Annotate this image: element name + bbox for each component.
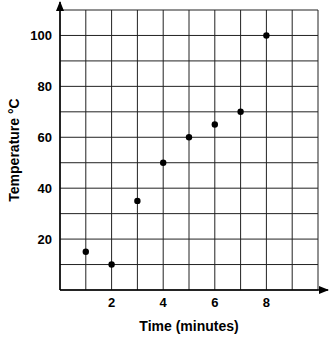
y-tick-label: 80 — [38, 79, 52, 94]
y-tick-label: 40 — [38, 181, 52, 196]
grid-line-x — [163, 10, 164, 290]
x-axis-arrow — [319, 286, 329, 294]
grid-line-y — [60, 213, 318, 214]
grid-line-x — [137, 10, 138, 290]
grid-line-y — [60, 60, 318, 61]
point — [160, 160, 166, 166]
y-tick-label: 20 — [38, 232, 52, 247]
grid-line-x — [240, 10, 241, 290]
chart-container: 2 4 6 8 20 40 60 80 100 Time (minutes) Temperature… — [0, 0, 333, 338]
grid-line-y — [60, 239, 318, 240]
y-axis-arrow — [56, 1, 64, 11]
point — [83, 249, 89, 255]
grid-line-x — [292, 10, 293, 290]
grid-line-y — [60, 188, 318, 189]
x-tick-label: 6 — [211, 295, 218, 310]
grid-line-y — [60, 10, 318, 11]
grid-line-x — [266, 10, 267, 290]
point — [134, 198, 140, 204]
grid-line-x — [214, 10, 215, 290]
x-tick-label: 8 — [263, 295, 270, 310]
x-tick-label: 2 — [108, 295, 115, 310]
grid-line-y — [60, 264, 318, 265]
y-tick-label: 60 — [38, 130, 52, 145]
x-axis — [60, 289, 328, 291]
grid-line-y — [60, 111, 318, 112]
chart-svg: 2 4 6 8 20 40 60 80 100 Time (minutes) Temperature… — [0, 0, 333, 338]
grid-line-x — [85, 10, 86, 290]
y-axis-title: Temperature °C — [6, 98, 22, 201]
point — [263, 32, 269, 38]
y-tick-label: 100 — [30, 28, 52, 43]
axes — [56, 1, 329, 294]
point — [212, 121, 218, 127]
grid-line-x — [189, 10, 190, 290]
grid-line-y — [60, 162, 318, 163]
point — [186, 134, 192, 140]
grid-line-y — [60, 35, 318, 36]
grid-line-y — [60, 86, 318, 87]
point — [237, 109, 243, 115]
grid-line-x — [318, 10, 319, 290]
y-axis — [59, 2, 61, 290]
x-axis-title: Time (minutes) — [139, 318, 238, 334]
grid — [60, 10, 318, 290]
points — [83, 32, 270, 267]
x-tick-label: 4 — [160, 295, 168, 310]
point — [108, 261, 114, 267]
grid-line-x — [111, 10, 112, 290]
